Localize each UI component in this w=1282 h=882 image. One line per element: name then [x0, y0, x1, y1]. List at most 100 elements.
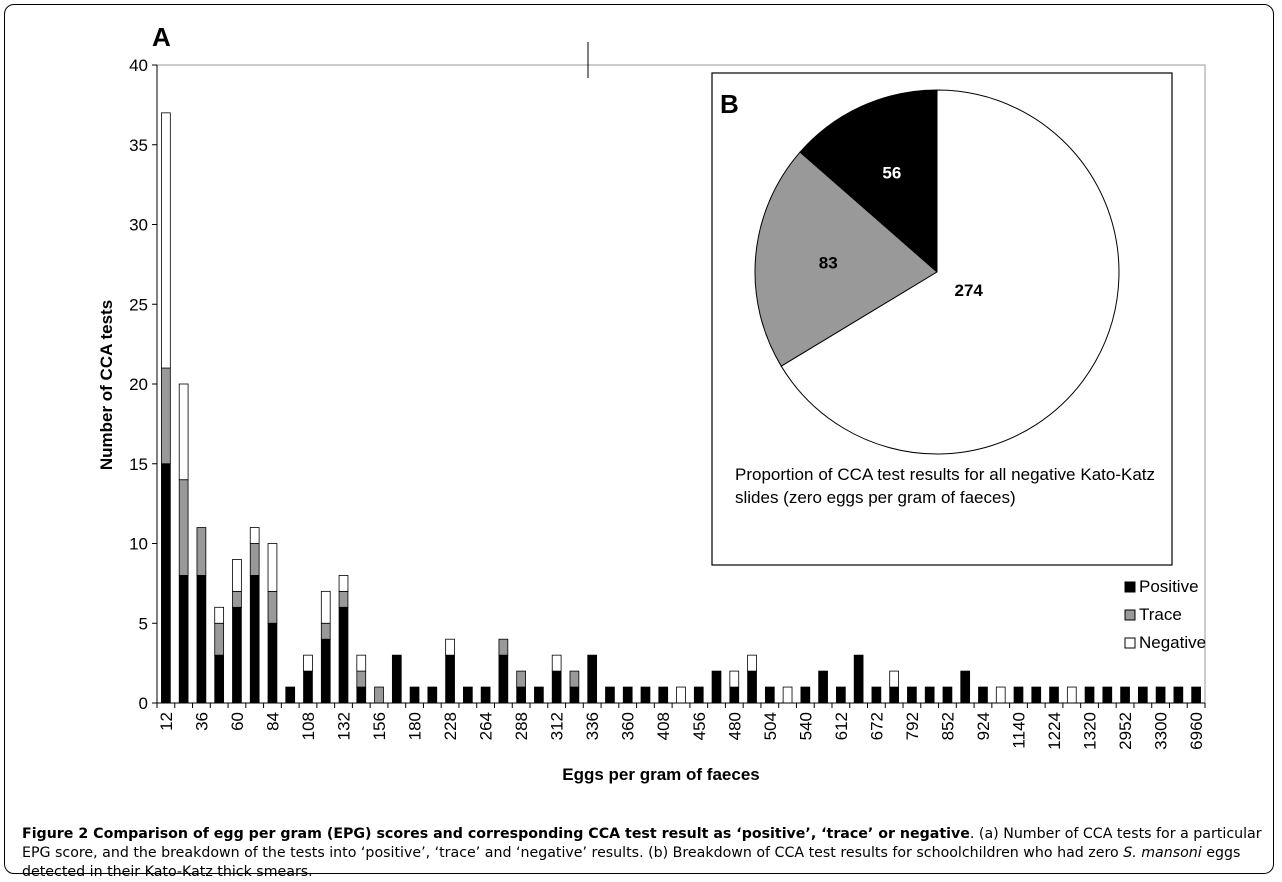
bar-positive-1200	[1031, 686, 1042, 704]
bar-positive-504	[764, 686, 775, 704]
x-tick-label: 312	[548, 712, 567, 740]
legend-swatch-trace	[1124, 609, 1136, 621]
pie-slice-positive	[799, 89, 938, 274]
bar-negative-60	[232, 559, 242, 592]
bar-positive-288	[516, 686, 526, 704]
bar-negative-144	[356, 654, 367, 672]
bar-positive-456	[693, 686, 704, 704]
bar-trace-36	[196, 527, 207, 576]
x-tick-label: 408	[654, 712, 673, 740]
y-tick-label: 10	[129, 535, 148, 554]
panel-b-label: B	[720, 89, 739, 119]
figure-caption: Figure 2 Comparison of egg per gram (EPG…	[22, 825, 1270, 882]
bar-negative-120	[320, 590, 331, 624]
bar-positive-168	[391, 654, 402, 704]
bar-positive-264	[480, 686, 491, 704]
x-tick-label: 480	[725, 712, 744, 740]
bar-positive-120	[320, 638, 331, 704]
x-axis: 12 36 60 84 108 132 156 180 228 264 288 312 336 360 40…	[156, 702, 1206, 750]
x-tick-label: 672	[867, 712, 886, 740]
bar-positive-468	[711, 670, 722, 704]
bar-trace-12	[161, 367, 171, 465]
bar-positive-672	[871, 686, 882, 704]
bar-negative-492	[747, 654, 757, 672]
figure-frame	[4, 4, 1274, 874]
x-tick-label: 156	[370, 712, 389, 740]
bar-trace-48	[214, 622, 225, 656]
bar-negative-48	[214, 606, 225, 624]
bar-positive-324	[569, 686, 580, 704]
bar-positive-300	[534, 686, 544, 704]
bar-trace-60	[232, 590, 242, 608]
bar-positive-6960	[1191, 686, 1201, 704]
bar-positive-492	[747, 670, 757, 704]
bar-positive-1416	[1102, 686, 1113, 704]
bar-positive-792	[907, 686, 917, 704]
bar-negative-84	[267, 543, 278, 592]
bar-positive-480	[729, 686, 740, 704]
x-tick-label: 3300	[1152, 712, 1171, 750]
bar-negative-12	[161, 112, 171, 369]
bar-negative-228	[445, 638, 455, 656]
x-tick-label: 108	[299, 712, 318, 740]
legend-swatch-negative	[1124, 637, 1136, 649]
x-tick-label: 1140	[1009, 712, 1028, 749]
y-tick-label: 0	[139, 694, 148, 713]
bar-positive-816	[924, 686, 935, 704]
bar-positive-72	[249, 575, 260, 704]
bar-positive-348	[605, 686, 615, 704]
bar-positive-24	[178, 575, 189, 704]
caption-species: S. mansoni	[1123, 845, 1202, 861]
bar-negative-24	[178, 383, 189, 481]
bar-positive-96	[285, 686, 296, 704]
bar-positive-108	[303, 670, 313, 704]
y-tick-label: 25	[129, 295, 148, 314]
x-tick-label: 2952	[1116, 712, 1135, 750]
x-tick-label: 36	[192, 712, 211, 731]
pie-chart: 56 83 274	[754, 89, 1120, 455]
bar-positive-3024	[1137, 686, 1148, 704]
caption-body-part1: . (a) Number of CCA tests for a particul…	[22, 826, 1262, 861]
bar-positive-1140	[1013, 686, 1024, 704]
legend-label-trace: Trace	[1139, 605, 1182, 624]
bar-positive-588	[818, 670, 828, 704]
bar-trace-24	[178, 479, 189, 576]
bar-positive-1224	[1049, 686, 1059, 704]
pie-label-trace: 83	[819, 253, 838, 272]
bar-negative-432	[676, 686, 686, 704]
y-tick-label: 30	[129, 216, 148, 235]
bar-negative-480	[729, 670, 740, 688]
bar-positive-240	[463, 686, 473, 704]
x-tick-label: 12	[157, 712, 176, 731]
x-tick-label: 852	[938, 712, 957, 740]
pie-label-positive: 56	[882, 164, 901, 183]
bar-negative-312	[551, 654, 562, 672]
legend-label-positive: Positive	[1139, 577, 1199, 596]
bar-trace-288	[516, 670, 526, 688]
bar-positive-360	[622, 686, 633, 704]
x-tick-label: 1320	[1081, 712, 1100, 750]
bar-positive-3564	[1173, 686, 1184, 704]
x-tick-label: 612	[832, 712, 851, 740]
bar-positive-228	[445, 654, 455, 704]
bar-positive-12	[161, 463, 171, 704]
bar-positive-612	[836, 686, 846, 704]
x-tick-label: 1224	[1045, 712, 1064, 750]
y-tick-label: 15	[129, 455, 148, 474]
caption-body-part2: eggs detected in their Kato-Katz thick s…	[22, 845, 1241, 880]
bars-layer	[161, 112, 1201, 704]
bar-positive-876	[960, 670, 971, 704]
pie-slice-negative	[780, 89, 1120, 455]
bar-positive-276	[498, 654, 509, 704]
bar-trace-72	[249, 543, 260, 576]
bar-positive-924	[978, 686, 988, 704]
bar-positive-3300	[1155, 686, 1166, 704]
x-tick-label: 336	[583, 712, 602, 740]
legend-label-negative: Negative	[1139, 633, 1206, 652]
x-tick-label: 6960	[1187, 712, 1206, 750]
inset-note: Proportion of CCA test results for all n…	[735, 465, 1155, 507]
bar-trace-276	[498, 638, 509, 656]
bar-positive-48	[214, 654, 225, 704]
bar-positive-372	[640, 686, 651, 704]
legend-swatch-positive	[1124, 581, 1136, 593]
